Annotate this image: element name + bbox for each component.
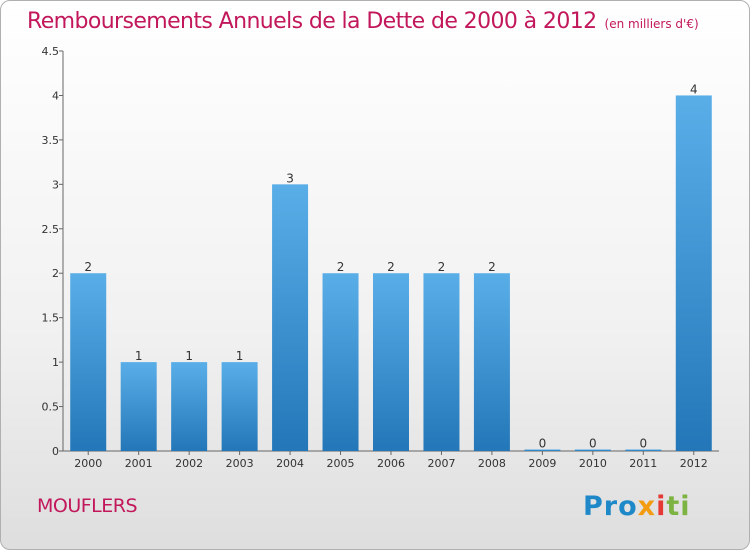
value-label-2003: 1 (236, 349, 244, 363)
value-label-2008: 2 (488, 260, 496, 274)
value-label-2000: 2 (84, 260, 92, 274)
bar-2002 (171, 362, 208, 451)
value-label-2004: 3 (286, 171, 294, 185)
y-tick-label: 3.5 (42, 134, 60, 147)
x-tick-label-2004: 2004 (276, 457, 304, 470)
title-text: Remboursements Annuels de la Dette de 20… (27, 9, 597, 34)
y-tick-label: 0.5 (42, 401, 60, 414)
bar-2008 (473, 273, 510, 451)
bars (70, 95, 712, 452)
value-label-2006: 2 (387, 260, 395, 274)
unit-note: (en milliers d'€) (604, 17, 699, 31)
value-label-2002: 1 (185, 349, 193, 363)
x-tick-label-2006: 2006 (377, 457, 405, 470)
bar-2005 (322, 273, 359, 451)
x-tick-label-2012: 2012 (680, 457, 708, 470)
value-label-2011: 0 (639, 437, 647, 451)
bar-2006 (373, 273, 409, 451)
x-tick-label-2003: 2003 (226, 457, 254, 470)
bar-2001 (120, 362, 157, 451)
y-tick-label: 1.5 (42, 312, 60, 325)
y-tick-label: 0 (52, 445, 59, 458)
x-tick-label-2009: 2009 (528, 457, 556, 470)
y-tick-label: 2.5 (42, 223, 60, 236)
x-tick-label-2007: 2007 (427, 457, 455, 470)
bar-2009 (524, 449, 561, 451)
x-tick-label-2002: 2002 (175, 457, 203, 470)
bar-2004 (272, 184, 309, 452)
y-tick-label: 2 (52, 267, 59, 280)
bar-2012 (675, 95, 712, 451)
y-tick-label: 3 (52, 178, 59, 191)
bar-2007 (423, 273, 460, 451)
value-label-2005: 2 (337, 260, 345, 274)
value-label-2009: 0 (539, 437, 547, 451)
x-tick-label-2001: 2001 (125, 457, 153, 470)
y-tick-label: 4 (52, 89, 59, 102)
x-tick-label-2008: 2008 (478, 457, 506, 470)
brand-logo: Proxiti (583, 491, 691, 522)
chart-title: Remboursements Annuels de la Dette de 20… (27, 9, 699, 34)
commune-name: MOUFLERS (37, 495, 138, 517)
value-label-2012: 4 (690, 82, 698, 96)
x-tick-label-2010: 2010 (579, 457, 607, 470)
x-tick-label-2005: 2005 (327, 457, 355, 470)
x-tick-label-2011: 2011 (629, 457, 657, 470)
value-label-2001: 1 (135, 349, 143, 363)
bar-2003 (221, 362, 258, 451)
bar-2011 (625, 449, 662, 451)
bar-2010 (574, 449, 611, 451)
x-tick-label-2000: 2000 (74, 457, 102, 470)
y-tick-label: 4.5 (42, 45, 60, 58)
value-label-2007: 2 (438, 260, 446, 274)
value-label-2010: 0 (589, 437, 597, 451)
bar-2000 (70, 273, 107, 451)
labels: 2000220011200212003120043200522006220072… (74, 82, 708, 470)
y-tick-label: 1 (52, 356, 59, 369)
